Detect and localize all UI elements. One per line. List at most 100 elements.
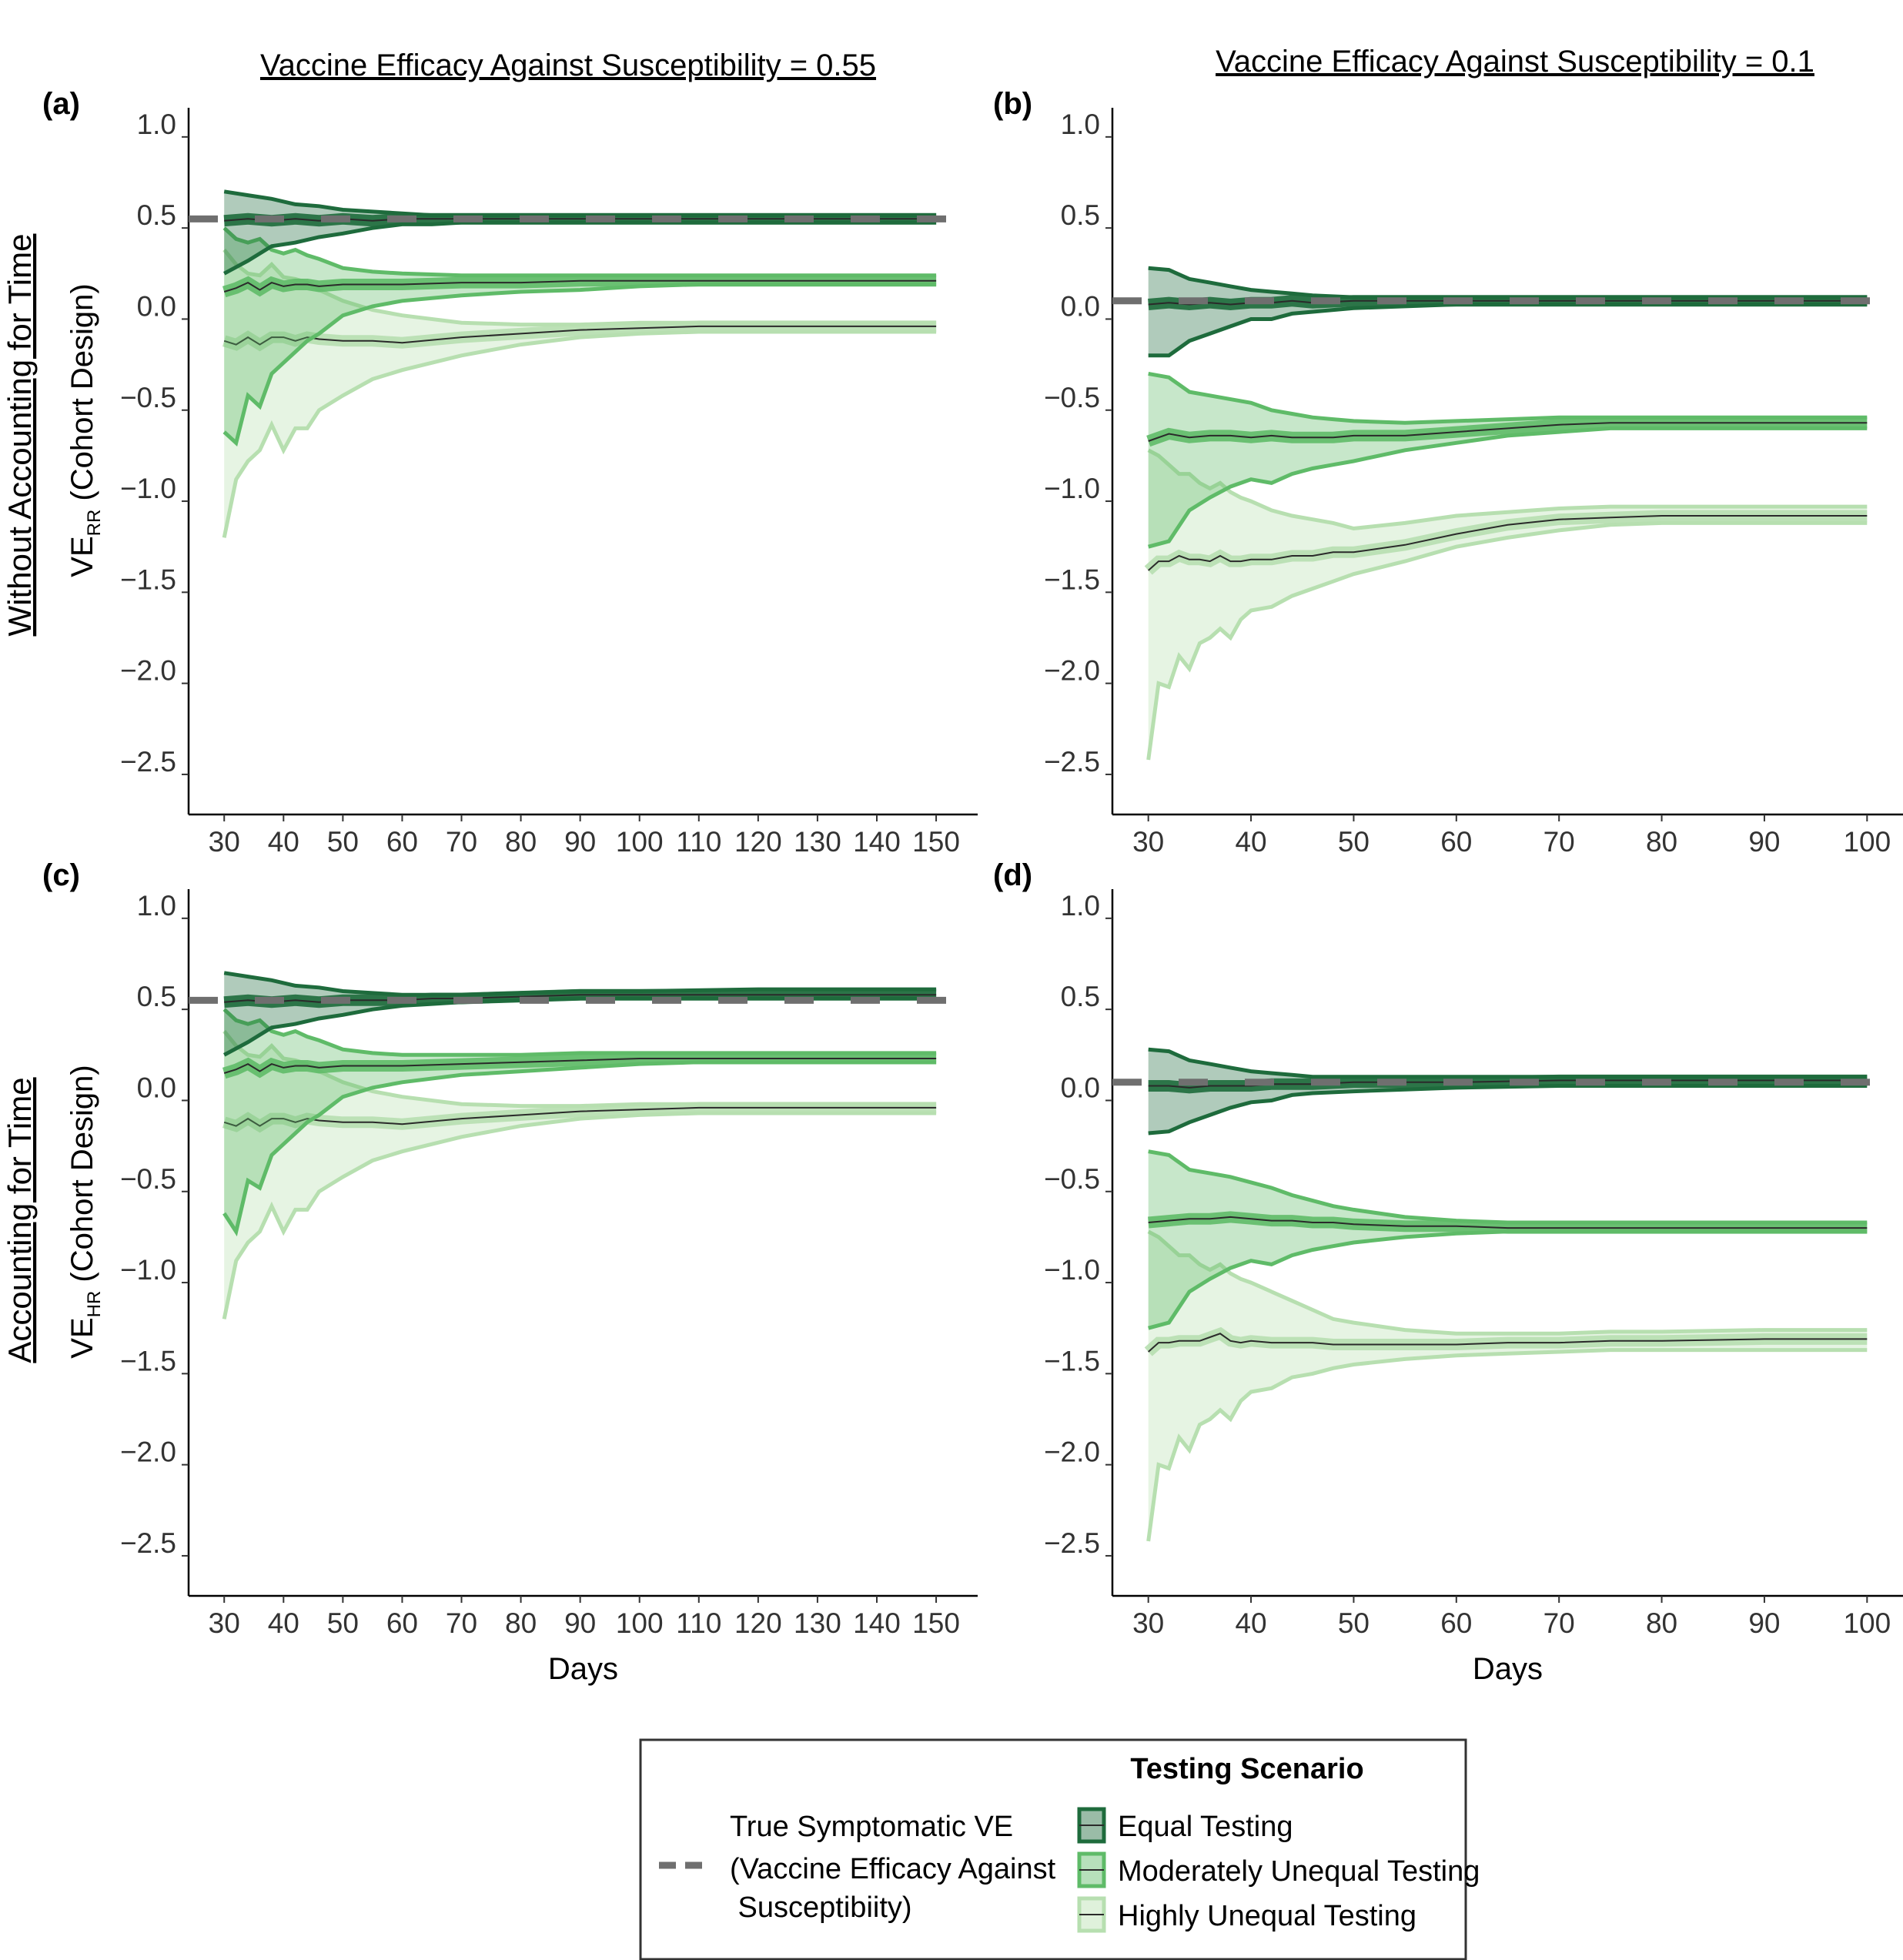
y-tick-label: 1.0	[137, 890, 176, 921]
x-tick-label: 50	[327, 1607, 359, 1639]
median-line-moderately-unequal-testing	[223, 279, 937, 293]
y-tick-label: −1.0	[120, 1254, 176, 1286]
panel-label-a: (a)	[42, 87, 80, 121]
x-tick-label: 110	[676, 1607, 721, 1639]
x-tick-label: 70	[446, 826, 477, 858]
y-tick-label: 0.5	[1061, 981, 1100, 1012]
row-title-top: Without Accounting for Time	[2, 234, 38, 637]
y-tick-label: −2.5	[120, 746, 176, 778]
x-tick-label: 50	[1338, 826, 1370, 858]
y-tick-label: −0.5	[1044, 382, 1100, 413]
y-tick-label: −1.5	[1044, 1345, 1100, 1376]
legend-item-moderate: Moderately Unequal Testing	[1077, 1851, 1480, 1888]
x-tick-label: 130	[794, 826, 841, 858]
x-tick-label: 50	[327, 826, 359, 858]
median-line-highly-unequal-testing	[1148, 1333, 1868, 1353]
legend-item-equal: Equal Testing	[1077, 1807, 1293, 1844]
legend-title: Testing Scenario	[1130, 1753, 1363, 1785]
y-tick-label: −0.5	[1044, 1163, 1100, 1195]
y-tick-label: 0.5	[137, 981, 176, 1012]
x-axis-title: Days	[548, 1652, 618, 1686]
y-tick-label: −0.5	[120, 1163, 176, 1195]
y-tick-label: −1.5	[120, 1345, 176, 1376]
x-tick-label: 50	[1338, 1607, 1370, 1639]
x-tick-label: 40	[1235, 1607, 1266, 1639]
legend-true-ve-line-2: (Vaccine Efficacy Against	[730, 1853, 1056, 1885]
y-tick-label: −1.0	[120, 473, 176, 504]
legend-label-moderate: Moderately Unequal Testing	[1118, 1855, 1480, 1888]
upper-bound-highly-unequal-testing	[1147, 448, 1868, 531]
x-tick-label: 80	[505, 826, 537, 858]
x-tick-label: 140	[853, 1607, 901, 1639]
y-tick-label: 1.0	[1061, 890, 1100, 921]
x-tick-label: 60	[1440, 826, 1472, 858]
ribbon-highly-unequal-testing	[224, 1031, 937, 1319]
legend-label-high: Highly Unequal Testing	[1118, 1900, 1416, 1932]
y-tick-label: −2.0	[120, 1437, 176, 1468]
y-tick-label: −2.5	[1044, 1527, 1100, 1559]
y-tick-label: −1.5	[120, 564, 176, 595]
ribbon-equal-testing	[224, 191, 937, 274]
median-line-moderately-unequal-testing	[1148, 422, 1868, 442]
y-tick-label: −0.5	[120, 382, 176, 413]
y-tick-label: −2.0	[120, 655, 176, 687]
y-tick-label: 0.0	[137, 290, 176, 322]
x-tick-label: 110	[676, 826, 721, 858]
y-tick-label: −2.0	[1044, 1437, 1100, 1468]
ribbon-equal-testing	[1148, 268, 1868, 356]
x-tick-label: 90	[564, 826, 596, 858]
x-tick-label: 70	[446, 1607, 477, 1639]
x-tick-label: 130	[794, 1607, 841, 1639]
panel-b: (b) 1.0 0.5 0.0 −0.5 −1.0 −1.5 −2.0 −2.5 30 40 50 60…	[993, 87, 1903, 858]
x-tick-label: 80	[1646, 826, 1677, 858]
x-tick-label: 60	[386, 826, 418, 858]
legend-item-high: Highly Unequal Testing	[1077, 1896, 1416, 1933]
column-title-left: Vaccine Efficacy Against Susceptibility …	[260, 48, 876, 82]
ribbon-equal-testing	[224, 972, 937, 1055]
y-tick-label: 0.5	[1061, 199, 1100, 231]
x-tick-label: 90	[564, 1607, 596, 1639]
x-tick-label: 30	[1132, 826, 1164, 858]
y-tick-label: 0.5	[137, 199, 176, 231]
y-tick-label: −1.0	[1044, 1254, 1100, 1286]
median-line-moderately-unequal-testing	[223, 1058, 937, 1074]
x-tick-label: 100	[616, 826, 664, 858]
x-tick-label: 60	[386, 1607, 418, 1639]
x-tick-label: 30	[209, 826, 240, 858]
y-axis-title: VERR (Cohort Design)	[65, 283, 105, 577]
y-tick-label: −2.0	[1044, 655, 1100, 687]
x-tick-label: 30	[1132, 1607, 1164, 1639]
panel-c: (c) 1.0 0.5 0.0 −0.5 −1.0 −1.5 −2.0 −2.5 30 40 50 60…	[42, 858, 978, 1686]
x-tick-label: 100	[1843, 1607, 1891, 1639]
legend-label-equal: Equal Testing	[1118, 1811, 1293, 1843]
ribbon-moderately-unequal-testing	[1148, 1151, 1868, 1329]
median-line-highly-unequal-testing	[223, 325, 937, 346]
lower-bound-highly-unequal-testing	[1146, 1348, 1868, 1542]
x-tick-label: 70	[1543, 1607, 1575, 1639]
y-tick-label: −1.0	[1044, 473, 1100, 504]
x-tick-label: 140	[853, 826, 901, 858]
panel-a: (a) 1.0 0.5 0.0 −0.5 −1.0 −1.5 −2.0 −2.5 30 40 50 60…	[42, 87, 978, 858]
ribbon-highly-unequal-testing	[1148, 450, 1868, 760]
y-tick-label: 0.0	[137, 1072, 176, 1103]
panel-d: (d) 1.0 0.5 0.0 −0.5 −1.0 −1.5 −2.0 −2.5 30 40 50 60…	[993, 858, 1903, 1686]
ribbon-equal-testing	[1148, 1049, 1868, 1133]
x-tick-label: 80	[1646, 1607, 1677, 1639]
y-tick-label: 1.0	[137, 109, 176, 140]
upper-bound-equal-testing	[1148, 1047, 1868, 1079]
x-tick-label: 30	[209, 1607, 240, 1639]
panel-label-c: (c)	[42, 858, 80, 892]
median-line-equal-testing	[1148, 1079, 1868, 1089]
x-tick-label: 120	[734, 826, 782, 858]
y-tick-label: 0.0	[1061, 290, 1100, 322]
y-tick-label: 1.0	[1061, 109, 1100, 140]
legend-true-ve-line-1: True Symptomatic VE	[730, 1811, 1013, 1843]
x-tick-label: 90	[1748, 826, 1780, 858]
x-tick-label: 80	[505, 1607, 537, 1639]
median-line-moderately-unequal-testing	[1148, 1216, 1868, 1229]
x-tick-label: 60	[1440, 1607, 1472, 1639]
lower-bound-highly-unequal-testing	[1146, 520, 1868, 761]
y-tick-label: −2.5	[1044, 746, 1100, 778]
y-tick-label: −2.5	[120, 1527, 176, 1559]
